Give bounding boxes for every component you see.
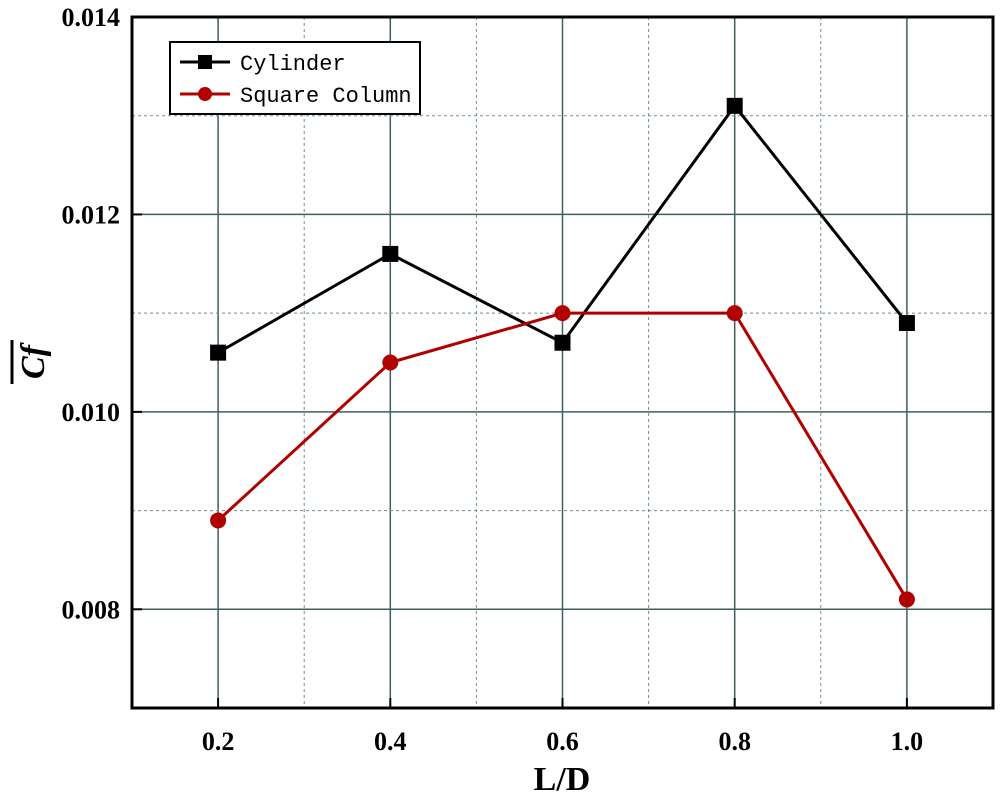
- legend-item-square-column: Square Column: [180, 84, 412, 109]
- series-0-point-2: [554, 334, 571, 351]
- x-tick-label-3: 0.8: [718, 727, 751, 756]
- series-1-point-2: [554, 305, 571, 322]
- ticks: 0.2 0.4 0.6 0.8 1.0 0.008 0.010 0.012 0.014: [62, 3, 924, 756]
- y-tick-label-0: 0.008: [62, 595, 121, 624]
- series-0-point-4: [898, 315, 915, 332]
- series-1-point-3: [726, 305, 743, 322]
- x-tick-label-4: 1.0: [891, 727, 924, 756]
- series-1-point-1: [382, 354, 399, 371]
- legend-label-square-column: Square Column: [240, 84, 412, 109]
- y-tick-label-3: 0.014: [62, 3, 121, 32]
- series-0-point-3: [726, 97, 743, 114]
- series-0-point-1: [382, 245, 399, 262]
- legend: Cylinder Square Column: [169, 41, 421, 115]
- legend-label-cylinder: Cylinder: [240, 52, 346, 77]
- legend-item-cylinder: Cylinder: [180, 52, 346, 77]
- series-layer: [210, 97, 915, 608]
- y-axis-title-group: Cf: [10, 340, 52, 384]
- x-tick-label-0: 0.2: [202, 727, 235, 756]
- series-1-point-0: [210, 512, 227, 529]
- x-axis-title: L/D: [534, 761, 591, 798]
- y-axis-title: Cf: [15, 341, 52, 379]
- x-tick-label-2: 0.6: [546, 727, 579, 756]
- x-tick-label-1: 0.4: [374, 727, 407, 756]
- grid: [132, 16, 993, 708]
- series-0-point-0: [210, 344, 227, 361]
- y-tick-label-1: 0.010: [62, 398, 121, 427]
- legend-box: [169, 41, 421, 115]
- y-tick-label-2: 0.012: [62, 200, 121, 229]
- series-1-point-4: [898, 591, 915, 608]
